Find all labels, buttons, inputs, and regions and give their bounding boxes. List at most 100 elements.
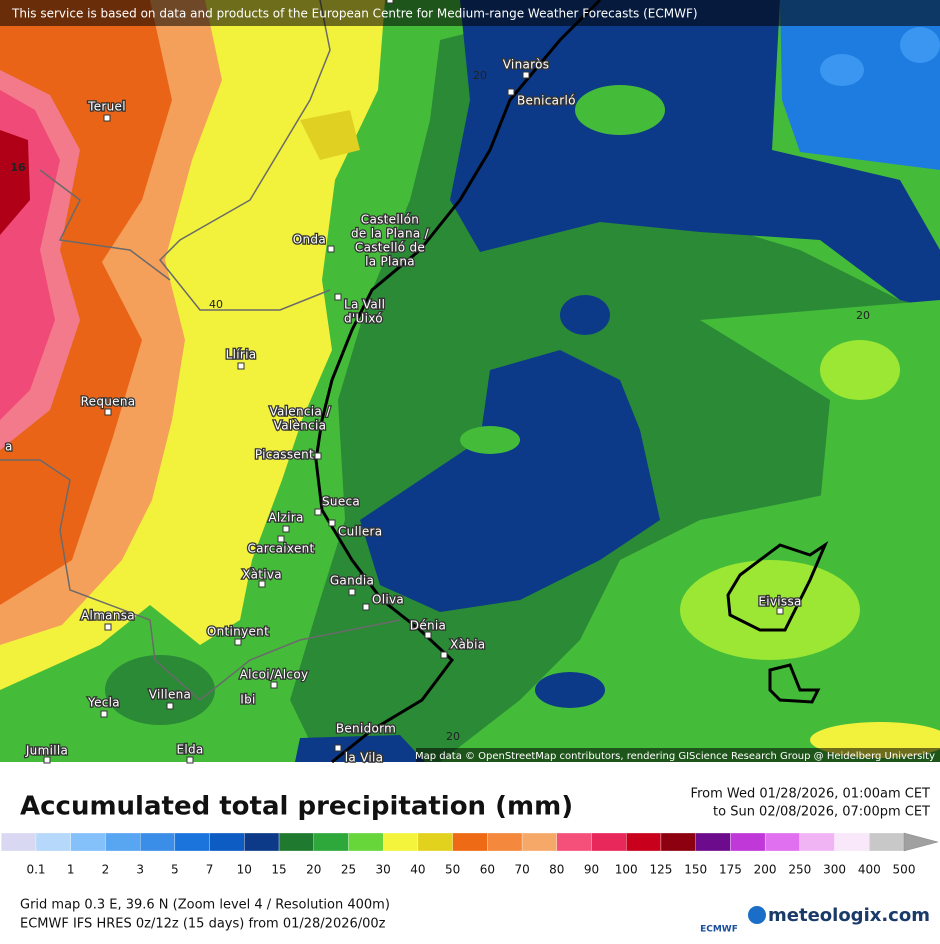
scale-label: 100 xyxy=(615,863,638,877)
city-dot xyxy=(100,710,108,718)
ecmwf-logo: ECMWF xyxy=(700,925,738,935)
scale-swatch xyxy=(70,832,106,852)
scale-swatch xyxy=(834,832,870,852)
city-label: Alcoi/Alcoy xyxy=(240,668,309,682)
scale-label: 90 xyxy=(584,863,599,877)
city-label: Castellón xyxy=(361,213,419,227)
brand: meteologix.com xyxy=(768,905,930,926)
contour-label: 20 xyxy=(446,730,460,743)
city-label: Valencia / xyxy=(269,405,331,419)
city-dot xyxy=(386,0,394,4)
city-dot xyxy=(186,756,194,764)
scale-swatch xyxy=(244,832,280,852)
city-label: Elda xyxy=(176,743,203,757)
legend-title: Accumulated total precipitation (mm) xyxy=(20,792,573,822)
field-navy xyxy=(295,735,425,762)
scale-swatch xyxy=(348,832,384,852)
scale-swatch xyxy=(1,832,37,852)
scale-label: 80 xyxy=(549,863,564,877)
border xyxy=(39,169,171,281)
city-label: Benidorm xyxy=(336,722,396,736)
scale-swatch xyxy=(730,832,766,852)
field-light-blue xyxy=(820,54,864,86)
scale-label: 40 xyxy=(410,863,425,877)
scale-label: 20 xyxy=(306,863,321,877)
city-dot xyxy=(328,519,336,527)
city-dot xyxy=(522,71,530,79)
scale-label: 500 xyxy=(893,863,916,877)
city-label: a xyxy=(5,440,13,454)
scale-swatch xyxy=(591,832,627,852)
contour-label: 16 xyxy=(10,161,26,174)
city-dot xyxy=(104,623,112,631)
city-dot xyxy=(277,535,285,543)
city-label: Oliva xyxy=(372,593,404,607)
city-dot xyxy=(776,607,784,615)
field-navy xyxy=(360,350,660,612)
scale-label: 1 xyxy=(67,863,75,877)
city-dot xyxy=(258,580,266,588)
city-dot xyxy=(237,362,245,370)
contour-label: 20 xyxy=(856,309,870,322)
field-yellow-green xyxy=(820,340,900,400)
map: This service is based on data and produc… xyxy=(0,0,940,766)
scale-swatch xyxy=(383,832,419,852)
city-label: Xàtiva xyxy=(242,568,282,582)
scale-label: 250 xyxy=(788,863,811,877)
brand-icon xyxy=(748,906,766,924)
city-dot xyxy=(104,408,112,416)
scale-label: 30 xyxy=(376,863,391,877)
scale-swatch xyxy=(869,832,905,852)
city-dot xyxy=(334,744,342,752)
city-label: Dénia xyxy=(410,619,446,633)
city-dot xyxy=(362,603,370,611)
city-label: Carcaixent xyxy=(247,542,314,556)
scale-swatch xyxy=(695,832,731,852)
city-dot xyxy=(440,651,448,659)
scale-swatch xyxy=(521,832,557,852)
map-credit: Map data © OpenStreetMap contributors, r… xyxy=(415,751,935,762)
attribution: This service is based on data and produc… xyxy=(11,7,698,21)
scale-swatch xyxy=(452,832,488,852)
scale-label: 50 xyxy=(445,863,460,877)
credit-bar xyxy=(416,748,940,762)
field-blue xyxy=(780,0,940,170)
field-green xyxy=(460,426,520,454)
field-navy xyxy=(535,672,605,708)
scale-label: 5 xyxy=(171,863,179,877)
scale-swatch xyxy=(209,832,245,852)
scale-label: 0.1 xyxy=(26,863,45,877)
city-label: Sueca xyxy=(322,495,360,509)
island-formentera xyxy=(768,663,821,704)
period-to: to Sun 02/08/2026, 07:00pm CET xyxy=(713,805,930,820)
contour-label: 20 xyxy=(473,69,487,82)
scale-label: 200 xyxy=(754,863,777,877)
city-label: Teruel xyxy=(87,100,126,114)
city-dot xyxy=(314,452,322,460)
scale-swatch xyxy=(105,832,141,852)
scale-arrow-right xyxy=(903,832,939,852)
city-dot xyxy=(244,696,252,704)
scale-label: 25 xyxy=(341,863,356,877)
scale-label: 125 xyxy=(650,863,673,877)
city-label: Villena xyxy=(149,688,191,702)
model-info: ECMWF IFS HRES 0z/12z (15 days) from 01/… xyxy=(20,917,386,932)
scale-swatch xyxy=(764,832,800,852)
city-dot xyxy=(270,681,278,689)
scale-label: 70 xyxy=(514,863,529,877)
city-label: Castelló de xyxy=(355,241,425,255)
field-mustard xyxy=(300,110,360,160)
field-green xyxy=(575,85,665,135)
scale-swatch xyxy=(174,832,210,852)
city-dot xyxy=(348,588,356,596)
attribution-bar xyxy=(0,0,940,26)
city-label: d'Uixó xyxy=(344,312,383,326)
scale-label: 150 xyxy=(684,863,707,877)
scale-swatch xyxy=(626,832,662,852)
scale-label: 60 xyxy=(480,863,495,877)
city-label: Ibi xyxy=(240,693,255,707)
city-label: la Plana xyxy=(365,255,415,269)
scale-label: 7 xyxy=(206,863,214,877)
city-label: Picassent xyxy=(255,448,314,462)
